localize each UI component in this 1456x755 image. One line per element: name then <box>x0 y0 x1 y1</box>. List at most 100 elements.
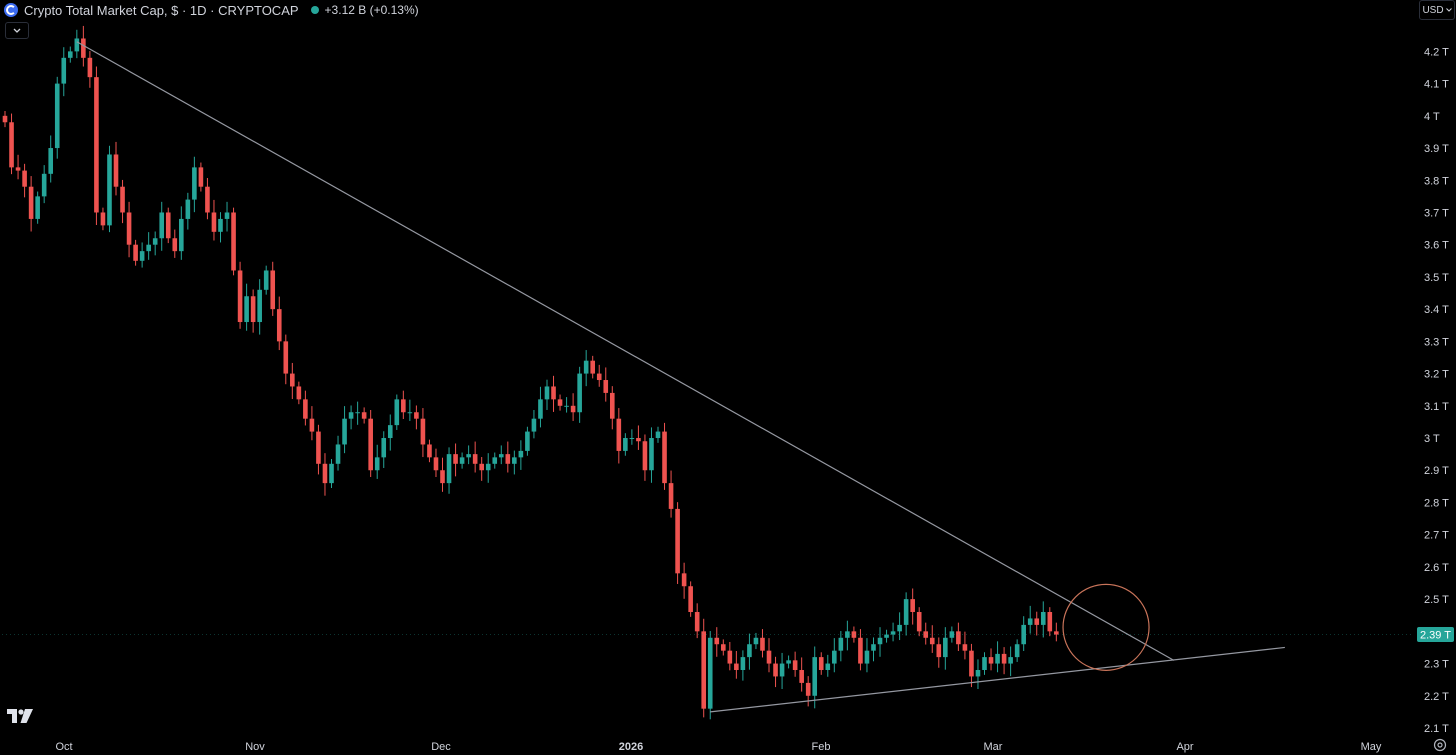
candle-body <box>224 212 230 219</box>
candle-body <box>263 270 269 290</box>
candle <box>583 350 589 387</box>
candle <box>446 447 452 494</box>
x-tick-label: Dec <box>431 741 451 753</box>
candle <box>956 622 961 651</box>
candle-body <box>688 586 693 613</box>
candle-body <box>805 682 811 696</box>
candle-body <box>714 637 720 645</box>
candle <box>969 643 974 688</box>
currency-button[interactable]: USD <box>1419 0 1455 20</box>
candle <box>740 650 746 681</box>
candle-body <box>237 270 243 323</box>
y-tick-label: 2.6 T <box>1424 562 1449 574</box>
candle <box>224 201 230 232</box>
candle-body <box>205 186 210 213</box>
candle-body <box>701 631 707 709</box>
candle-body <box>825 663 831 671</box>
candle <box>440 457 445 492</box>
candle-body <box>799 670 804 683</box>
candle <box>805 676 811 707</box>
candle <box>675 502 680 584</box>
candle <box>466 445 471 465</box>
candle-body <box>133 244 138 261</box>
candle <box>851 626 857 643</box>
candle-body <box>433 457 439 471</box>
candle <box>407 399 413 421</box>
candle-body <box>655 431 661 439</box>
candle <box>22 163 27 198</box>
y-tick-label: 4 T <box>1424 111 1440 123</box>
candle <box>35 191 40 224</box>
candle-body <box>916 612 922 632</box>
candle-body <box>453 454 458 464</box>
candle-body <box>538 399 543 419</box>
candle-body <box>675 508 680 574</box>
candle-body <box>832 650 837 664</box>
candle <box>577 366 582 423</box>
x-tick-label: Oct <box>55 741 72 753</box>
candle-body <box>988 657 994 664</box>
candle-body <box>505 454 511 464</box>
gear-icon[interactable] <box>1433 738 1447 752</box>
candle-body <box>107 154 112 226</box>
candle <box>185 192 191 230</box>
candle-body <box>231 212 236 271</box>
time-axis: Oct Nov Dec 2026 Feb Mar Apr May <box>55 741 1381 753</box>
candle <box>152 231 158 256</box>
candle-body <box>479 463 484 471</box>
candle-body <box>1008 657 1013 664</box>
candle-body <box>929 637 935 645</box>
symbol-title[interactable]: Crypto Total Market Cap, $ · 1D · CRYPTO… <box>24 2 299 18</box>
candle-body <box>250 296 256 323</box>
candle <box>205 178 210 220</box>
candle <box>721 639 726 656</box>
collapse-legend-button[interactable] <box>5 22 29 39</box>
candle <box>923 622 929 645</box>
x-tick-label: Nov <box>245 741 265 753</box>
candle <box>1008 646 1013 677</box>
candle <box>1040 601 1046 638</box>
candle-body <box>890 631 896 635</box>
candle <box>192 156 197 213</box>
candle <box>707 631 713 720</box>
candle <box>538 386 543 428</box>
candle <box>459 452 465 469</box>
candle-body <box>936 644 942 658</box>
candle <box>120 179 125 224</box>
candle <box>81 25 86 67</box>
candle-body <box>642 441 648 471</box>
candle-body <box>139 251 145 261</box>
candle-body <box>22 170 27 187</box>
candle <box>812 646 818 709</box>
candle-body <box>472 454 478 464</box>
candle-body <box>420 418 426 445</box>
candle-body <box>975 670 981 677</box>
candle <box>433 448 439 478</box>
candle <box>270 261 276 316</box>
candle-body <box>662 431 667 484</box>
candle-body <box>283 341 289 374</box>
candle-body <box>1054 631 1059 635</box>
y-tick-label: 2.9 T <box>1424 465 1449 477</box>
candle <box>629 429 635 445</box>
candle-body <box>564 405 569 407</box>
candle-body <box>401 399 406 413</box>
candle-body <box>316 431 321 464</box>
candle-body <box>94 77 99 213</box>
candle-body <box>309 418 315 432</box>
candle-body <box>303 399 308 419</box>
candle-body <box>1040 612 1046 625</box>
candle-body <box>623 438 628 451</box>
highlight-circle <box>1062 583 1150 671</box>
chart-legend: Crypto Total Market Cap, $ · 1D · CRYPTO… <box>4 1 419 19</box>
candle <box>779 652 785 690</box>
tradingview-logo-icon[interactable] <box>7 709 33 723</box>
candle-body <box>838 637 844 651</box>
candle <box>505 441 511 473</box>
candle-body <box>459 457 465 464</box>
candle-body <box>41 173 47 197</box>
candle <box>890 622 896 642</box>
candle <box>1021 616 1026 651</box>
candle <box>544 379 550 410</box>
